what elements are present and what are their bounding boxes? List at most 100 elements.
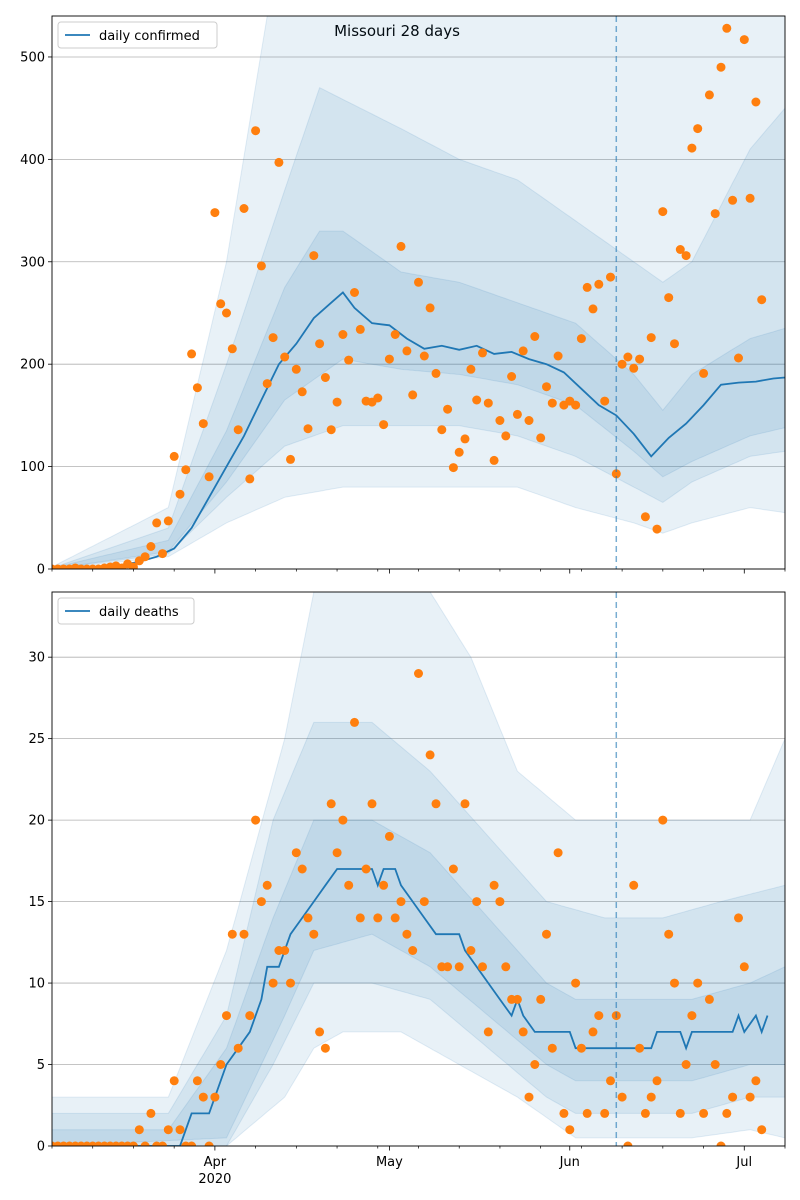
daily-deaths-point-103 xyxy=(646,1092,656,1102)
daily-confirmed-point-99 xyxy=(623,352,633,362)
daily-deaths-point-115 xyxy=(716,1141,726,1146)
daily-confirmed-point-45 xyxy=(309,251,319,261)
daily-confirmed-point-70 xyxy=(454,447,464,457)
daily-confirmed-legend-label: daily confirmed xyxy=(99,29,200,44)
daily-confirmed-point-95 xyxy=(600,396,610,406)
daily-confirmed-point-84 xyxy=(536,433,546,443)
daily-confirmed-point-49 xyxy=(332,397,342,407)
daily-deaths-point-77 xyxy=(495,897,505,907)
daily-deaths-point-49 xyxy=(332,848,342,858)
daily-confirmed-point-27 xyxy=(204,472,214,482)
daily-confirmed-point-59 xyxy=(390,330,400,339)
daily-confirmed-point-98 xyxy=(617,359,627,369)
daily-deaths-point-106 xyxy=(664,929,674,939)
daily-confirmed-point-39 xyxy=(274,157,284,167)
daily-deaths-point-89 xyxy=(565,1125,575,1135)
daily-deaths-point-56 xyxy=(373,913,383,923)
daily-deaths-point-108 xyxy=(675,1108,685,1118)
daily-confirmed-ytick-label-2: 200 xyxy=(20,358,45,373)
daily-confirmed-point-96 xyxy=(606,272,615,282)
daily-deaths-point-21 xyxy=(169,1076,179,1086)
daily-confirmed-point-109 xyxy=(681,251,691,261)
daily-confirmed-point-68 xyxy=(443,404,453,414)
daily-deaths-legend: daily deaths xyxy=(57,597,195,625)
daily-deaths-point-119 xyxy=(739,962,749,972)
daily-confirmed-point-69 xyxy=(448,463,458,473)
daily-deaths-point-91 xyxy=(576,1043,586,1053)
daily-confirmed-median-line xyxy=(52,291,785,569)
daily-confirmed-point-60 xyxy=(396,241,406,251)
daily-confirmed-point-57 xyxy=(379,420,389,430)
daily-deaths-xtick-label-3: Jul xyxy=(735,1155,752,1170)
daily-confirmed-point-21 xyxy=(169,451,179,461)
daily-deaths-point-120 xyxy=(745,1092,755,1102)
daily-deaths-point-19 xyxy=(158,1141,167,1146)
daily-deaths-point-64 xyxy=(419,897,429,907)
daily-confirmed-point-100 xyxy=(629,363,639,373)
daily-deaths-point-43 xyxy=(297,864,307,874)
daily-confirmed-point-120 xyxy=(745,193,755,203)
daily-deaths-point-35 xyxy=(251,815,261,825)
daily-deaths-point-16 xyxy=(140,1141,150,1146)
daily-confirmed-point-79 xyxy=(507,372,517,381)
daily-confirmed-point-81 xyxy=(518,346,528,356)
daily-deaths-xtick-label-0: Apr xyxy=(204,1155,227,1170)
daily-deaths-point-121 xyxy=(751,1076,761,1086)
daily-confirmed-point-63 xyxy=(414,277,423,287)
daily-deaths-point-104 xyxy=(652,1076,662,1086)
daily-deaths-point-74 xyxy=(478,962,487,972)
daily-confirmed-point-52 xyxy=(350,288,359,297)
daily-confirmed-point-42 xyxy=(291,364,301,374)
daily-confirmed-point-104 xyxy=(652,524,662,534)
daily-confirmed-point-74 xyxy=(478,348,487,358)
daily-confirmed-point-35 xyxy=(251,126,261,136)
daily-confirmed-point-112 xyxy=(699,368,709,378)
daily-deaths-point-37 xyxy=(262,880,272,890)
daily-deaths-point-42 xyxy=(291,848,301,858)
daily-confirmed-point-77 xyxy=(495,416,505,425)
daily-confirmed-point-19 xyxy=(158,549,167,559)
daily-deaths-point-99 xyxy=(623,1141,633,1146)
daily-confirmed-point-75 xyxy=(483,398,493,408)
daily-deaths-point-109 xyxy=(681,1060,691,1069)
daily-confirmed-point-86 xyxy=(547,398,557,408)
daily-deaths-point-30 xyxy=(222,1011,231,1021)
daily-deaths-point-72 xyxy=(466,946,476,955)
daily-deaths-ytick-label-4: 20 xyxy=(28,814,45,829)
daily-confirmed-point-94 xyxy=(594,279,604,289)
daily-deaths-point-78 xyxy=(501,962,511,972)
daily-deaths-point-20 xyxy=(163,1125,173,1135)
daily-deaths-point-83 xyxy=(530,1060,540,1069)
daily-confirmed-point-28 xyxy=(210,208,220,218)
daily-confirmed-point-97 xyxy=(611,469,621,479)
daily-deaths-point-92 xyxy=(582,1108,592,1118)
daily-deaths-point-87 xyxy=(553,848,563,858)
daily-confirmed-point-36 xyxy=(256,261,266,271)
daily-deaths-point-41 xyxy=(286,978,295,988)
daily-confirmed-point-22 xyxy=(175,489,185,499)
daily-deaths-point-57 xyxy=(379,880,389,890)
daily-deaths-band-2 xyxy=(52,819,785,1146)
daily-deaths-point-118 xyxy=(734,913,743,923)
daily-confirmed-point-25 xyxy=(192,383,202,393)
daily-confirmed-point-102 xyxy=(640,512,650,522)
daily-deaths-ytick-label-2: 10 xyxy=(28,977,45,992)
daily-deaths-point-62 xyxy=(408,946,418,955)
daily-deaths-point-51 xyxy=(344,880,354,890)
daily-deaths-point-73 xyxy=(472,897,482,907)
daily-confirmed-point-122 xyxy=(757,295,767,305)
daily-deaths-point-44 xyxy=(303,913,313,923)
daily-confirmed-point-83 xyxy=(530,332,540,341)
daily-confirmed-point-116 xyxy=(722,23,732,33)
daily-deaths-point-58 xyxy=(384,831,394,841)
daily-deaths-point-69 xyxy=(448,864,458,874)
daily-confirmed-point-66 xyxy=(431,368,441,378)
daily-deaths-point-117 xyxy=(728,1092,738,1102)
daily-confirmed-point-76 xyxy=(489,455,499,465)
panel-daily-confirmed: 0 100 200 300 400 500 daily confirmed xyxy=(20,15,786,578)
daily-deaths-legend-label: daily deaths xyxy=(99,605,179,620)
daily-confirmed-point-71 xyxy=(460,434,470,444)
daily-confirmed-point-119 xyxy=(739,35,749,45)
daily-deaths-point-76 xyxy=(489,880,499,890)
daily-confirmed-point-117 xyxy=(728,195,738,205)
